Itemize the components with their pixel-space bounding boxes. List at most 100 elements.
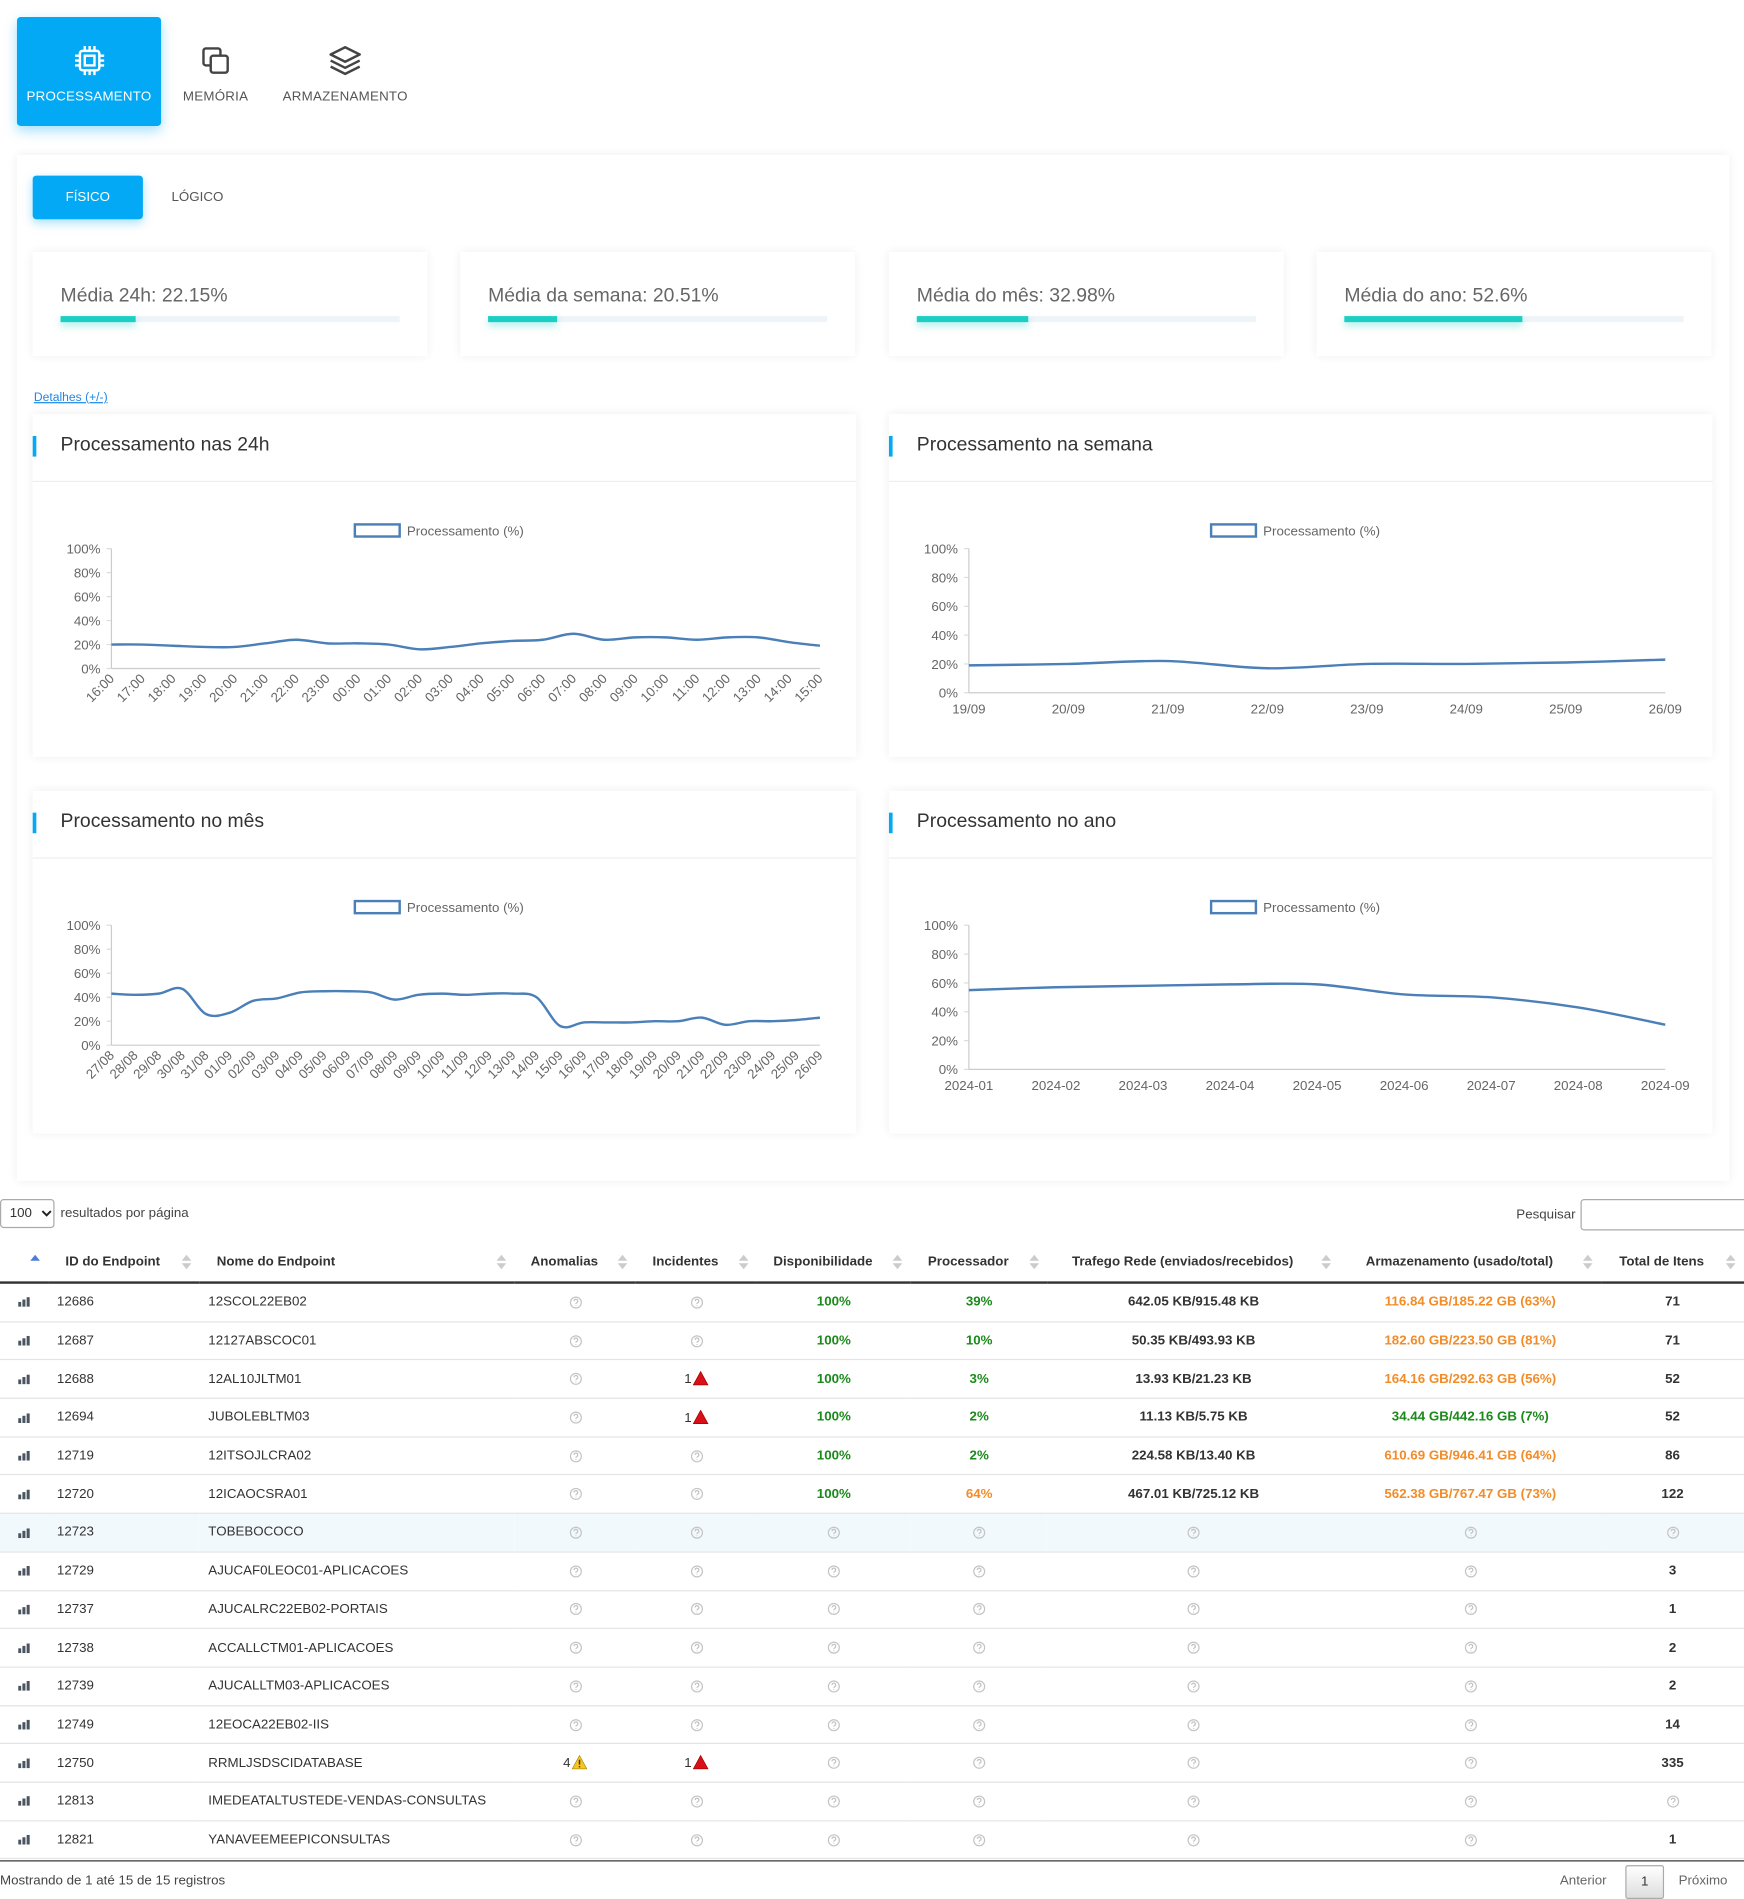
icon-bar [26, 1604, 30, 1615]
table-cell [514, 1513, 636, 1553]
row-icon-cell [0, 1551, 49, 1591]
table-cell: 610.69 GB/946.41 GB (64%) [1339, 1436, 1602, 1476]
table-cell [635, 1628, 757, 1668]
unknown-icon [973, 1641, 986, 1654]
tab-processamento[interactable]: PROCESSAMENTO [16, 16, 162, 126]
cell-text: 14 [1665, 1717, 1680, 1732]
tab-armazenamento[interactable]: ARMAZENAMENTO [279, 17, 412, 126]
row-icon-cell [0, 1590, 49, 1630]
x-tick-label: 23/09 [1350, 701, 1383, 716]
x-tick-label: 2024-01 [944, 1078, 993, 1093]
cell-text: 467.01 KB/725.12 KB [1127, 1486, 1260, 1502]
cell-text: 2 [1668, 1678, 1677, 1694]
subtab-fisico[interactable]: FÍSICO [32, 175, 143, 220]
prev-button[interactable]: Anterior [1559, 1873, 1607, 1889]
cell-text: 12694 [56, 1410, 94, 1425]
table-cell: 12749 [48, 1705, 200, 1745]
icon-q [831, 1605, 837, 1614]
unknown-icon [1464, 1756, 1477, 1770]
icon-circle [973, 1833, 986, 1846]
sort-up [30, 1254, 40, 1261]
table-cell: 12750 [48, 1743, 200, 1783]
chart: 0% 20% 40% 60% 80% 100% 2024-01 2024-02 2024-03 2… [924, 899, 1690, 1093]
icon-q [693, 1605, 699, 1614]
cell-text: 100% [816, 1486, 851, 1502]
cell-text: 3 [1668, 1563, 1677, 1579]
page-size-select[interactable]: 100 [0, 1198, 55, 1229]
sort-down [181, 1263, 192, 1270]
chart-icon [18, 1412, 30, 1423]
unknown-icon [827, 1833, 840, 1846]
table-cell [635, 1590, 757, 1630]
icon-circle [569, 1334, 582, 1347]
table-cell: 12737 [48, 1590, 200, 1630]
icon-bar [22, 1453, 26, 1461]
y-tick-label: 0% [81, 1038, 100, 1053]
icon-bar [26, 1527, 30, 1538]
x-tick-label: 08:00 [576, 671, 610, 705]
chart-icon [18, 1374, 30, 1385]
table-cell: 1 [1601, 1820, 1744, 1860]
icon-q [831, 1682, 837, 1690]
table-cell: 12AL10JLTM01 [199, 1359, 515, 1399]
table: ID do Endpoint Nome do Endpoint Anomalias I… [0, 1242, 1744, 1860]
icon-circle [690, 1449, 703, 1463]
unknown-icon [827, 1526, 840, 1539]
table-cell: 2% [910, 1436, 1048, 1476]
next-button[interactable]: Próximo [1678, 1873, 1728, 1889]
cell-text: 1 [684, 1756, 692, 1771]
cell-text: 12738 [56, 1640, 94, 1656]
row-icon-cell [0, 1666, 49, 1706]
icon-circle [569, 1411, 582, 1424]
row-icon-cell [0, 1282, 49, 1323]
x-tick-label: 2024-03 [1119, 1078, 1168, 1093]
legend-label: Processamento (%) [1263, 523, 1380, 538]
cell-text: 12749 [56, 1717, 94, 1732]
title-accent [888, 812, 893, 834]
row-icon-cell [0, 1743, 49, 1783]
unknown-icon [569, 1718, 582, 1731]
y-tick-label: 80% [74, 565, 101, 580]
tab-memoria[interactable]: MEMÓRIA [173, 17, 258, 126]
icon-circle [690, 1603, 703, 1616]
table-cell: 100% [756, 1321, 911, 1361]
unknown-icon [690, 1488, 703, 1501]
cell-text: 224.58 KB/13.40 KB [1131, 1448, 1256, 1464]
memory-icon [202, 47, 229, 74]
icon-q [693, 1528, 699, 1537]
details-link[interactable]: Detalhes (+/-) [33, 391, 108, 405]
unknown-icon [1464, 1718, 1477, 1731]
icon-circle [1464, 1641, 1477, 1654]
unknown-icon [1187, 1718, 1200, 1731]
x-tick-label: 01:00 [360, 671, 394, 705]
stat-value: 32.98% [1049, 285, 1116, 307]
page-button[interactable]: 1 [1625, 1865, 1665, 1899]
sort-down [1582, 1263, 1593, 1270]
icon-bar [18, 1302, 22, 1308]
icon-circle [1666, 1526, 1679, 1539]
stat-track [916, 316, 1256, 323]
cell-text: 11.13 KB/5.75 KB [1139, 1410, 1248, 1425]
cell-text: 2% [969, 1448, 989, 1464]
separator [888, 480, 1713, 483]
header-cell: ID do Endpoint [48, 1242, 200, 1284]
icon-q [572, 1490, 578, 1498]
unknown-icon [973, 1795, 986, 1808]
cell-text: 122 [1661, 1486, 1684, 1502]
x-tick-label: 05:00 [483, 671, 517, 705]
icon-circle [569, 1641, 582, 1654]
table-cell: 12719 [48, 1436, 200, 1476]
icon-bar [18, 1532, 22, 1538]
icon-q [572, 1835, 578, 1844]
unknown-icon [690, 1296, 703, 1309]
table-cell: 13.93 KB/21.23 KB [1047, 1359, 1340, 1399]
subtab-logico[interactable]: LÓGICO [157, 176, 237, 220]
unknown-icon [569, 1565, 582, 1578]
search-input[interactable] [1580, 1198, 1744, 1231]
table-cell [514, 1590, 636, 1630]
icon-circle [827, 1680, 840, 1693]
icon-circle [1464, 1526, 1477, 1539]
icon-q [976, 1605, 982, 1614]
